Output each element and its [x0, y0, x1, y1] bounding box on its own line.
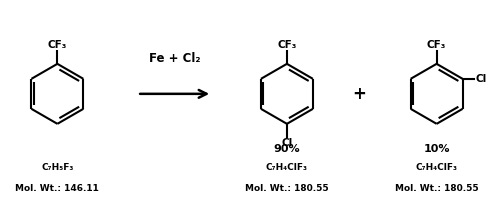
Text: Fe + Cl₂: Fe + Cl₂ [149, 52, 201, 65]
Text: Cl: Cl [281, 138, 292, 148]
Text: C₇H₄ClF₃: C₇H₄ClF₃ [416, 163, 458, 172]
Text: Cl: Cl [476, 74, 487, 84]
Text: Mol. Wt.: 180.55: Mol. Wt.: 180.55 [245, 184, 329, 193]
Text: CF₃: CF₃ [277, 40, 296, 50]
Text: C₇H₅F₃: C₇H₅F₃ [41, 163, 73, 172]
Text: CF₃: CF₃ [427, 40, 446, 50]
Text: +: + [352, 85, 366, 103]
Text: Mol. Wt.: 146.11: Mol. Wt.: 146.11 [15, 184, 99, 193]
Text: CF₃: CF₃ [48, 40, 67, 50]
Text: 10%: 10% [423, 144, 450, 154]
Text: 90%: 90% [273, 144, 300, 154]
Text: C₇H₄ClF₃: C₇H₄ClF₃ [266, 163, 308, 172]
Text: Mol. Wt.: 180.55: Mol. Wt.: 180.55 [395, 184, 479, 193]
